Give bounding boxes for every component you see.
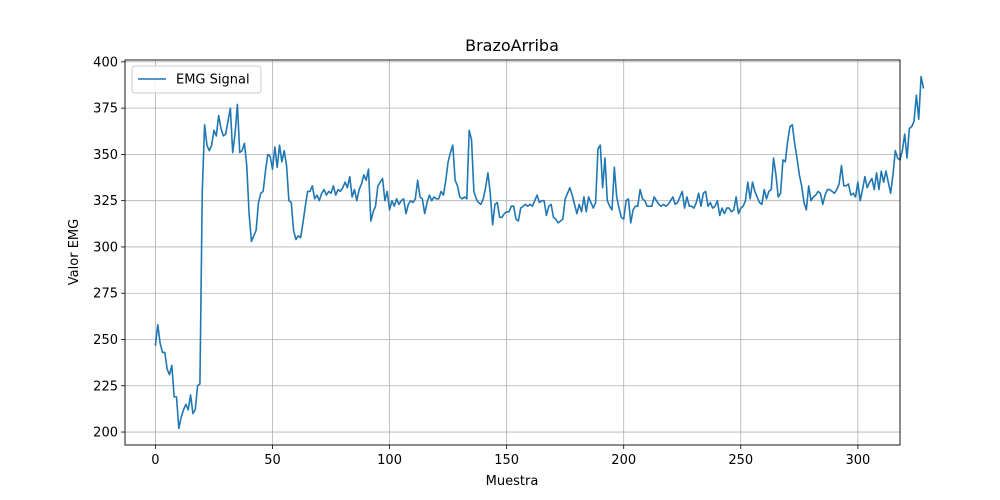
x-tick-label: 0 bbox=[151, 453, 159, 468]
y-tick-label: 250 bbox=[93, 333, 118, 348]
y-tick-label: 200 bbox=[93, 426, 118, 441]
x-tick-label: 100 bbox=[377, 453, 402, 468]
series-line-emg-signal bbox=[154, 75, 925, 430]
y-tick-label: 350 bbox=[93, 148, 118, 163]
x-axis-label: Muestra bbox=[486, 474, 539, 489]
y-tick-label: 225 bbox=[93, 379, 118, 394]
x-tick-label: 200 bbox=[611, 453, 636, 468]
grid bbox=[125, 60, 900, 445]
y-axis-label: Valor EMG bbox=[67, 219, 82, 285]
y-tick-label: 375 bbox=[93, 102, 118, 117]
plot-frame bbox=[124, 59, 901, 446]
x-tick-label: 150 bbox=[494, 453, 519, 468]
legend-label-emg-signal: EMG Signal bbox=[176, 73, 250, 88]
x-tick-label: 50 bbox=[264, 453, 281, 468]
legend-box bbox=[131, 65, 262, 94]
axis-ticks: 0 50 100 150 200 250 300 200 225 250 275 300 325 350 3… bbox=[93, 55, 870, 468]
x-tick-label: 300 bbox=[845, 453, 870, 468]
chart-title: BrazoArriba bbox=[465, 36, 559, 55]
legend: EMG Signal bbox=[131, 65, 262, 94]
y-tick-label: 300 bbox=[93, 240, 118, 255]
y-tick-label: 275 bbox=[93, 287, 118, 302]
y-tick-label: 325 bbox=[93, 194, 118, 209]
x-tick-label: 250 bbox=[728, 453, 753, 468]
y-tick-label: 400 bbox=[93, 55, 118, 70]
